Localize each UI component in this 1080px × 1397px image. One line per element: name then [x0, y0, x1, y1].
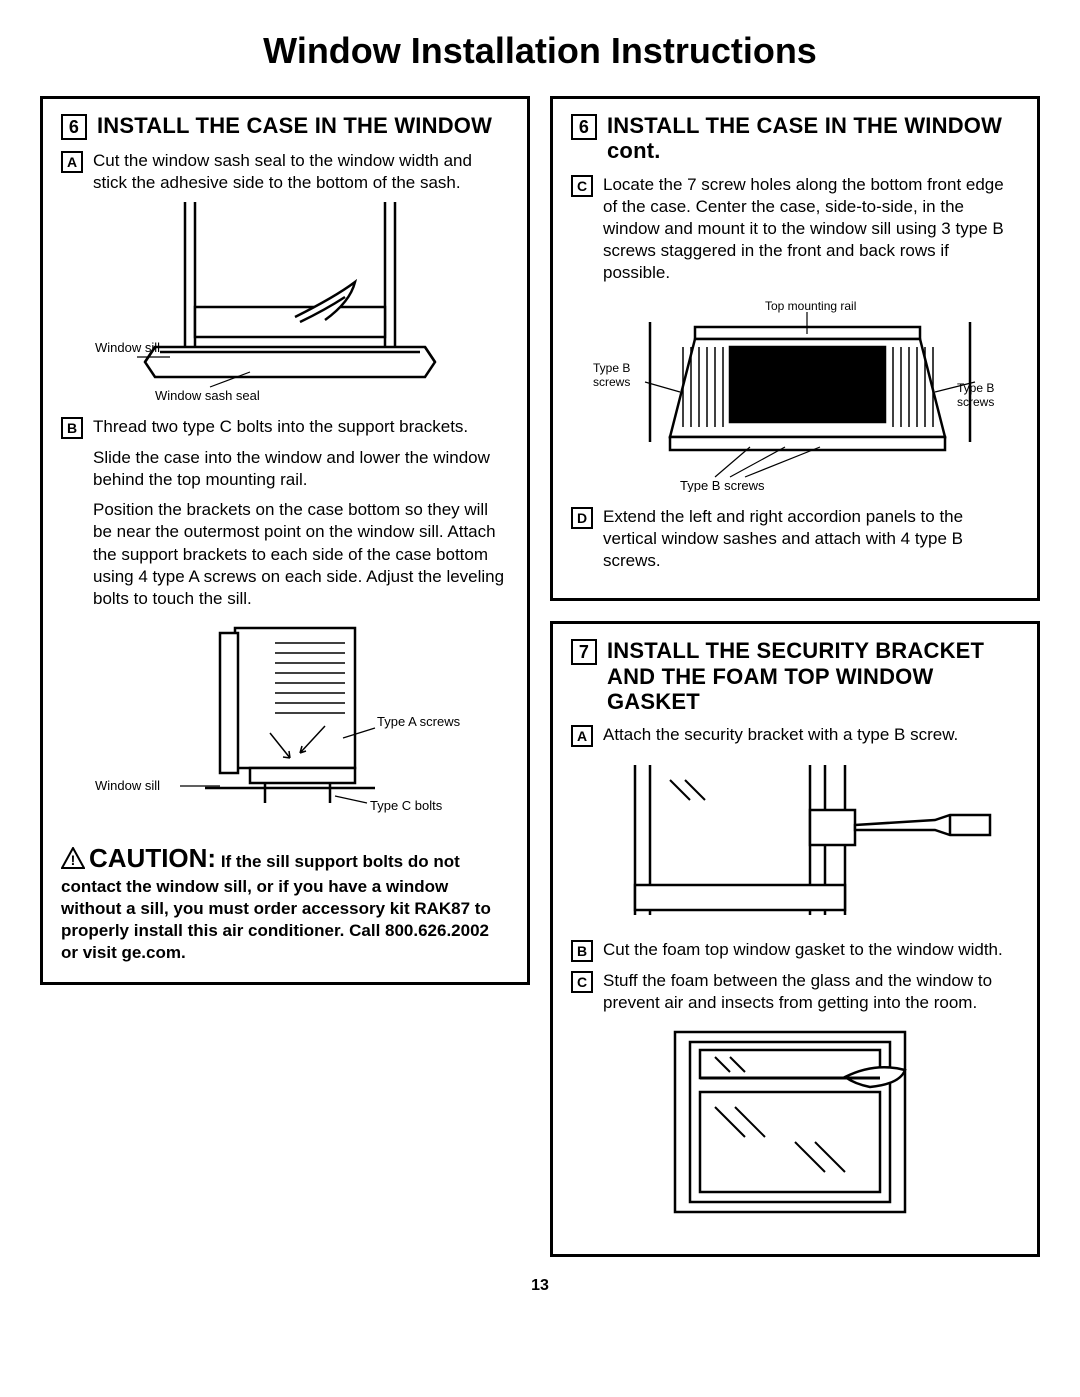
right-column: 6 INSTALL THE CASE IN THE WINDOW cont. C… — [550, 96, 1040, 1257]
step-6b-p2: Slide the case into the window and lower… — [93, 447, 509, 491]
section-6-cont: 6 INSTALL THE CASE IN THE WINDOW cont. C… — [550, 96, 1040, 601]
figure-security-bracket — [595, 755, 995, 925]
page-title: Window Installation Instructions — [40, 30, 1040, 72]
step-number: 7 — [571, 639, 597, 665]
sub-letter: D — [571, 507, 593, 529]
section-title-text: INSTALL THE CASE IN THE WINDOW cont. — [607, 113, 1019, 164]
step-text: Attach the security bracket with a type … — [603, 724, 958, 746]
label-typeb-bottom: Type B screws — [680, 478, 765, 492]
warning-icon: ! — [61, 847, 85, 875]
step-6d: D Extend the left and right accordion pa… — [571, 506, 1019, 572]
step-7c: C Stuff the foam between the glass and t… — [571, 970, 1019, 1014]
label-window-sill: Window sill — [95, 340, 160, 355]
step-number: 6 — [571, 114, 597, 140]
sub-letter: A — [571, 725, 593, 747]
label-top-rail: Top mounting rail — [765, 299, 856, 313]
section-6-title: 6 INSTALL THE CASE IN THE WINDOW — [61, 113, 509, 140]
sub-letter: A — [61, 151, 83, 173]
section-title-text: INSTALL THE CASE IN THE WINDOW — [97, 113, 492, 138]
sub-letter: C — [571, 175, 593, 197]
sub-letter: C — [571, 971, 593, 993]
label-typeb-right: Type B — [957, 381, 994, 395]
label-typeb-left: Type B — [593, 361, 630, 375]
step-text: Extend the left and right accordion pane… — [603, 506, 1019, 572]
page-number: 13 — [40, 1277, 1040, 1295]
section-7-title: 7 INSTALL THE SECURITY BRACKET AND THE F… — [571, 638, 1019, 714]
step-text: Stuff the foam between the glass and the… — [603, 970, 1019, 1014]
caution-lead: CAUTION: — [89, 843, 216, 873]
label-sash-seal: Window sash seal — [155, 388, 260, 402]
figure-support-bracket: Type A screws Window sill Type C bolts — [75, 618, 495, 828]
section-7: 7 INSTALL THE SECURITY BRACKET AND THE F… — [550, 621, 1040, 1257]
sub-letter: B — [61, 417, 83, 439]
section-6c-title: 6 INSTALL THE CASE IN THE WINDOW cont. — [571, 113, 1019, 164]
step-7b: B Cut the foam top window gasket to the … — [571, 939, 1019, 962]
sub-letter: B — [571, 940, 593, 962]
step-7a: A Attach the security bracket with a typ… — [571, 724, 1019, 747]
section-6: 6 INSTALL THE CASE IN THE WINDOW A Cut t… — [40, 96, 530, 985]
left-column: 6 INSTALL THE CASE IN THE WINDOW A Cut t… — [40, 96, 530, 1257]
figure-case-mounted: Top mounting rail Type B screws Type B s… — [585, 292, 1005, 492]
step-text: Cut the foam top window gasket to the wi… — [603, 939, 1003, 961]
label-typeb-left2: screws — [593, 375, 630, 389]
step-6b-p3: Position the brackets on the case bottom… — [93, 499, 509, 609]
step-text: Locate the 7 screw holes along the botto… — [603, 174, 1019, 284]
label-window-sill-2: Window sill — [95, 778, 160, 793]
step-6a: A Cut the window sash seal to the window… — [61, 150, 509, 194]
label-typeb-right2: screws — [957, 395, 994, 409]
content-columns: 6 INSTALL THE CASE IN THE WINDOW A Cut t… — [40, 96, 1040, 1257]
label-type-a: Type A screws — [377, 714, 461, 729]
step-text: Thread two type C bolts into the support… — [93, 416, 468, 438]
caution-text: ! CAUTION: If the sill support bolts do … — [61, 842, 509, 964]
step-number: 6 — [61, 114, 87, 140]
figure-foam-gasket — [645, 1022, 945, 1222]
section-title-text: INSTALL THE SECURITY BRACKET AND THE FOA… — [607, 638, 1019, 714]
step-6b: B Thread two type C bolts into the suppo… — [61, 416, 509, 439]
step-6c: C Locate the 7 screw holes along the bot… — [571, 174, 1019, 284]
figure-window-sash: Window sill Window sash seal — [95, 202, 475, 402]
label-type-c: Type C bolts — [370, 798, 443, 813]
svg-text:!: ! — [71, 852, 76, 868]
step-text: Cut the window sash seal to the window w… — [93, 150, 509, 194]
